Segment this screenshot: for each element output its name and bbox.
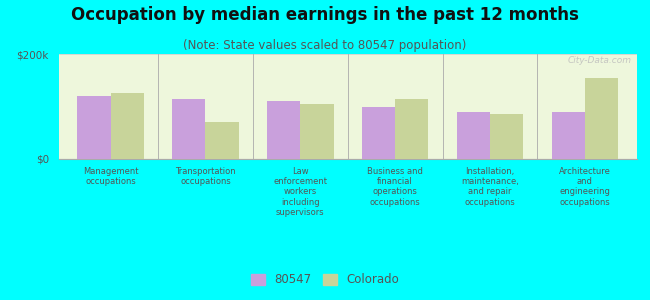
Bar xyxy=(111,93,144,159)
Text: Occupation by median earnings in the past 12 months: Occupation by median earnings in the pas… xyxy=(71,6,579,24)
Bar xyxy=(457,112,490,159)
Bar xyxy=(362,106,395,159)
Bar xyxy=(300,104,333,159)
Text: (Note: State values scaled to 80547 population): (Note: State values scaled to 80547 popu… xyxy=(183,39,467,52)
Bar xyxy=(205,122,239,159)
Bar xyxy=(267,101,300,159)
Bar xyxy=(395,99,428,159)
Bar xyxy=(552,112,585,159)
Legend: 80547, Colorado: 80547, Colorado xyxy=(246,269,404,291)
Bar xyxy=(77,96,110,159)
Bar xyxy=(490,114,523,159)
Bar xyxy=(585,78,618,159)
Bar xyxy=(172,99,205,159)
Text: City-Data.com: City-Data.com xyxy=(567,56,631,65)
